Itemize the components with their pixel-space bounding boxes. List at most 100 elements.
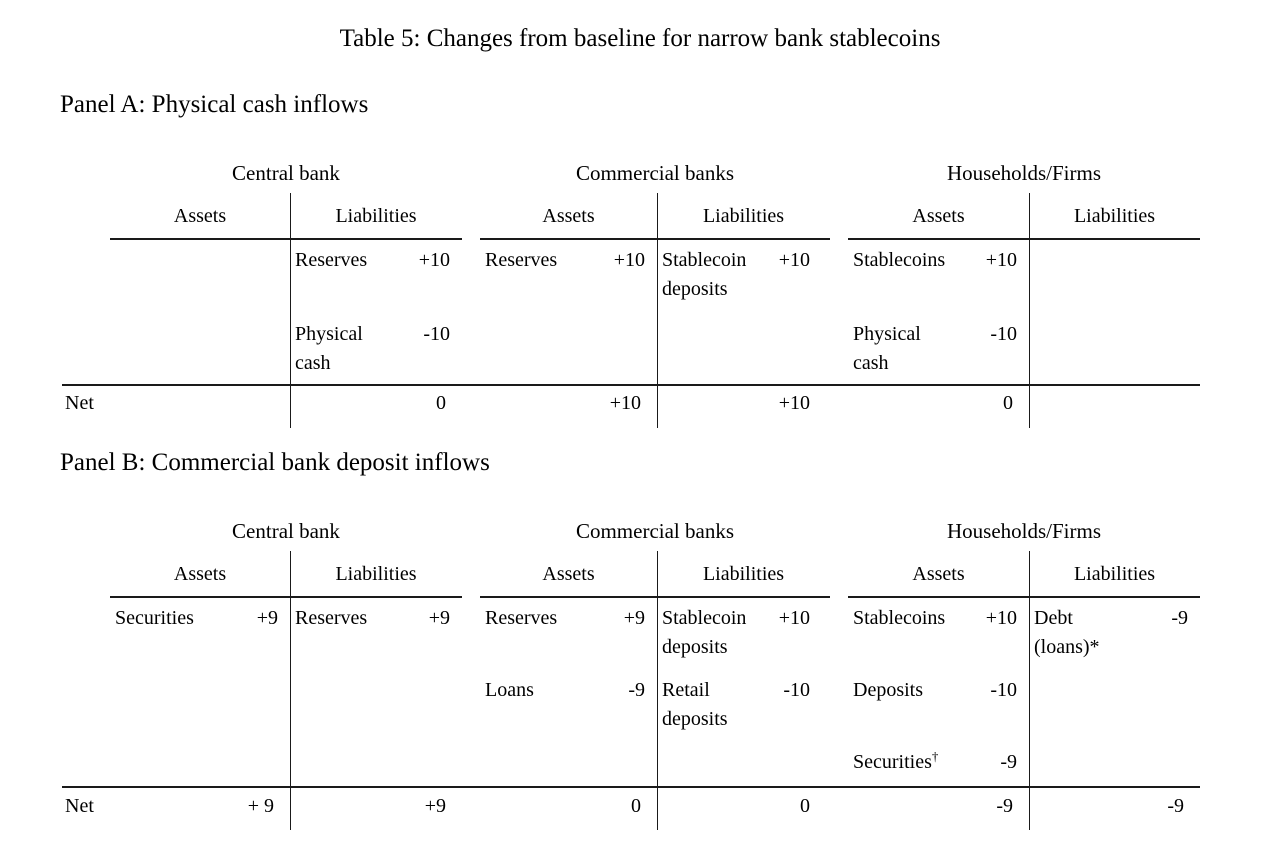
taccount-cell (1029, 676, 1200, 734)
cell-value: -9 (628, 679, 645, 701)
table-row: Physical cash -10 Physical cash -10 (60, 320, 1200, 378)
column-header-assets: Assets (912, 205, 965, 227)
taccount-cell: Deposits -10 (848, 676, 1029, 734)
column-header-liabilities: Liabilities (1073, 205, 1156, 227)
net-value: 0 (631, 795, 641, 817)
taccount-cell: Retail deposits -10 (657, 676, 830, 734)
cell-value: -10 (990, 323, 1017, 345)
cell-label: Reserves (485, 607, 558, 629)
net-value: + 9 (247, 795, 274, 817)
cell-label: Retail deposits (662, 679, 728, 730)
taccount-cell (657, 320, 830, 378)
taccount-cell: Loans -9 (480, 676, 657, 734)
cell-label: Securities† (853, 748, 938, 777)
vertical-divider (290, 551, 292, 830)
net-value: 0 (1003, 392, 1013, 414)
cell-value: +10 (418, 249, 450, 271)
header-rule (480, 238, 830, 240)
cell-value: -9 (1171, 607, 1188, 629)
cell-label: Physical cash (853, 323, 921, 374)
taccount-cell (110, 676, 290, 734)
cell-label: Stablecoins (853, 607, 946, 629)
net-value: +10 (778, 392, 810, 414)
group-title-central-bank: Central bank (232, 161, 340, 185)
taccount-cell: Debt (loans)* -9 (1029, 604, 1200, 662)
cell-label: Loans (485, 679, 534, 701)
group-title-row: Central bank Commercial banks Households… (60, 160, 1200, 186)
taccount-cell (290, 676, 462, 734)
column-header-assets: Assets (173, 205, 227, 227)
cell-value: +9 (256, 607, 278, 629)
column-header-assets: Assets (542, 563, 595, 585)
vertical-divider (657, 193, 659, 428)
taccount-cell: Securities† -9 (848, 748, 1029, 777)
group-title-commercial-banks: Commercial banks (575, 519, 735, 543)
table-row: Reserves +10 Reserves +10 Stablecoin dep… (60, 246, 1200, 304)
column-header-row: Assets Liabilities Assets Liabilities As… (60, 561, 1200, 587)
group-title-commercial-banks: Commercial banks (575, 161, 735, 185)
table-row: Securities +9 Reserves +9 Reserves +9 St… (60, 604, 1200, 662)
panel-b-table: Central bank Commercial banks Households… (60, 519, 1200, 836)
cell-label: Reserves (295, 249, 368, 271)
net-value: 0 (436, 392, 446, 414)
taccount-cell: Reserves +9 (480, 604, 657, 662)
table-row: Loans -9 Retail deposits -10 Deposits -1… (60, 676, 1200, 734)
column-header-liabilities: Liabilities (1073, 563, 1156, 585)
column-header-liabilities: Liabilities (335, 205, 417, 227)
cell-label: Stablecoin deposits (662, 249, 747, 300)
taccount-cell: Stablecoins +10 (848, 604, 1029, 662)
cell-label: Reserves (295, 607, 368, 629)
cell-value: +9 (428, 607, 450, 629)
taccount-cell (480, 320, 657, 378)
taccount-cell: Reserves +9 (290, 604, 462, 662)
taccount-cell: Reserves +10 (290, 246, 462, 304)
dagger-footnote-marker: † (931, 748, 939, 764)
cell-value: -10 (783, 679, 810, 701)
taccount-cell: Physical cash -10 (848, 320, 1029, 378)
header-rule (848, 596, 1200, 598)
net-value: +9 (424, 795, 446, 817)
taccount-cell: Securities +9 (110, 604, 290, 662)
table-title: Table 5: Changes from baseline for narro… (339, 25, 941, 52)
column-header-liabilities: Liabilities (702, 563, 785, 585)
vertical-divider (657, 551, 659, 830)
vertical-divider (290, 193, 292, 428)
net-value (110, 389, 290, 418)
cell-value: -9 (1000, 751, 1017, 773)
taccount-cell: Stablecoin deposits +10 (657, 246, 830, 304)
net-value (1029, 389, 1200, 418)
taccount-cell (1029, 246, 1200, 304)
net-row: Net 0 +10 +10 0 (60, 389, 1200, 418)
cell-label-text: Securities (853, 751, 932, 773)
cell-value: -10 (423, 323, 450, 345)
group-title-households-firms: Households/Firms (946, 161, 1101, 185)
column-header-row: Assets Liabilities Assets Liabilities As… (60, 203, 1200, 229)
net-value: -9 (996, 795, 1013, 817)
net-rule (62, 384, 1200, 386)
vertical-divider (1029, 193, 1031, 428)
column-header-assets: Assets (542, 205, 595, 227)
header-rule (110, 238, 462, 240)
vertical-divider (1029, 551, 1031, 830)
column-header-assets: Assets (173, 563, 227, 585)
cell-label: Deposits (853, 679, 923, 701)
taccount-cell: Stablecoins +10 (848, 246, 1029, 304)
net-value: +10 (609, 392, 641, 414)
group-title-households-firms: Households/Firms (946, 519, 1101, 543)
net-value: 0 (800, 795, 810, 817)
taccount-cell (110, 320, 290, 378)
cell-label: Physical cash (295, 323, 363, 374)
cell-label: Debt (loans)* (1034, 607, 1100, 658)
net-rule (62, 786, 1200, 788)
net-label: Net (65, 392, 94, 414)
cell-value: +10 (613, 249, 645, 271)
cell-value: +10 (985, 249, 1017, 271)
header-rule (110, 596, 462, 598)
cell-value: +10 (778, 249, 810, 271)
taccount-cell (110, 246, 290, 304)
group-title-central-bank: Central bank (232, 519, 340, 543)
header-rule (480, 596, 830, 598)
panel-a-heading: Panel A: Physical cash inflows (60, 91, 369, 118)
table-row: Securities† -9 (60, 748, 1200, 777)
